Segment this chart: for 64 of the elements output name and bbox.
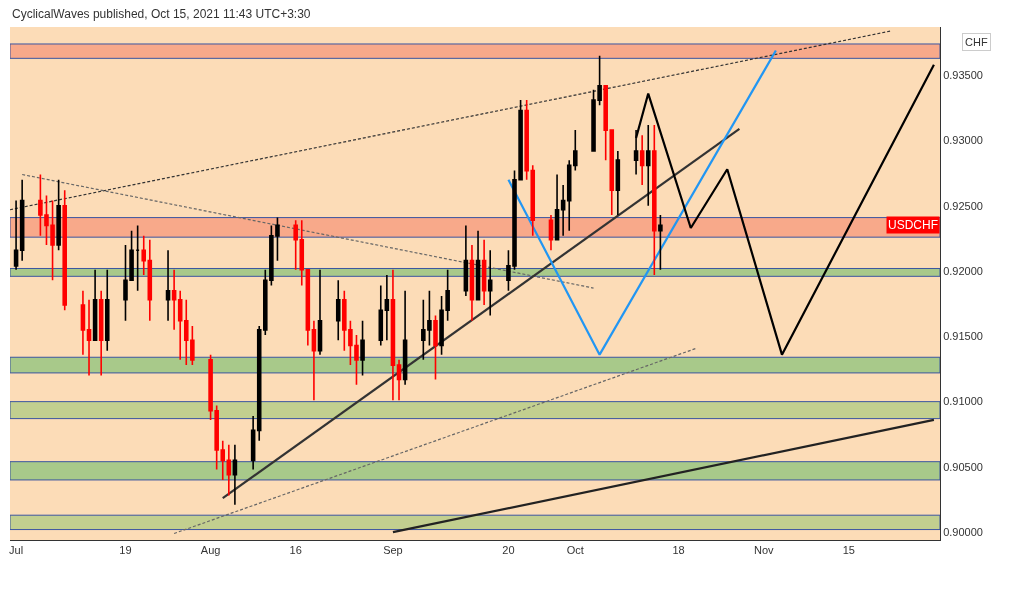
candlestick: [469, 244, 475, 322]
candlestick: [360, 319, 365, 377]
y-tick-label: 0.92500: [943, 199, 983, 212]
candlestick: [335, 279, 341, 342]
candlestick: [402, 289, 408, 386]
candlestick: [463, 224, 469, 297]
candlestick: [13, 199, 19, 271]
candlestick: [311, 319, 317, 402]
x-tick-label: 18: [672, 544, 685, 557]
candlestick: [645, 124, 651, 207]
candlestick: [86, 299, 92, 377]
x-tick-label: 15: [842, 544, 855, 557]
y-tick-label: 0.91500: [943, 330, 983, 343]
candlestick: [135, 224, 140, 292]
candlestick: [378, 284, 384, 347]
candlestick: [177, 289, 183, 361]
candlestick: [62, 189, 67, 312]
y-tick-label: 0.90000: [943, 526, 983, 539]
candlestick: [317, 268, 323, 356]
candlestick: [639, 134, 645, 186]
x-tick-label: Oct: [566, 544, 584, 557]
candlestick: [560, 184, 566, 237]
candlestick: [165, 249, 171, 322]
candlestick: [658, 214, 663, 271]
candlestick: [92, 268, 98, 342]
y-tick-label: 0.93000: [943, 134, 983, 147]
candlestick: [615, 150, 621, 216]
x-tick-label: 16: [289, 544, 302, 557]
candlestick: [171, 268, 177, 331]
candlestick: [652, 124, 657, 276]
candlestick: [384, 274, 390, 342]
candlestick: [104, 268, 110, 352]
candlestick: [80, 289, 86, 356]
candlestick: [19, 178, 25, 262]
y-axis-title: CHF: [965, 36, 988, 48]
y-tick-label: 0.92000: [943, 264, 983, 277]
candlestick: [548, 214, 554, 252]
candlestick: [433, 314, 438, 381]
candlestick: [390, 268, 396, 402]
candlestick: [487, 249, 493, 317]
candlestick: [232, 443, 238, 506]
candlestick: [56, 178, 61, 252]
candlestick: [141, 235, 147, 276]
y-tick-label: 0.93500: [943, 69, 983, 82]
candlestick: [226, 443, 232, 497]
candlestick: [250, 415, 256, 471]
text: CyclicalWaves published, Oct 15, 2021 11:43 UTC+3:30: [12, 7, 311, 21]
candlestick: [98, 289, 104, 377]
candlestick: [305, 268, 311, 347]
candlestick: [396, 359, 402, 402]
x-tick-label: Sep: [383, 544, 403, 557]
candlestick: [554, 173, 560, 241]
candlestick: [481, 238, 487, 306]
x-tick-label: Nov: [753, 544, 775, 557]
y-tick-label: 0.91000: [943, 395, 983, 408]
x-tick-label: Jul: [9, 544, 24, 557]
y-tick-label: 0.90500: [943, 460, 983, 473]
candlestick: [147, 238, 153, 322]
x-tick-label: 20: [502, 544, 515, 557]
annotation: USDCHF: [888, 218, 938, 232]
candlestick: [475, 229, 481, 301]
line-series: [634, 63, 936, 356]
x-tick-label: 19: [119, 544, 132, 557]
x-tick-label: Aug: [200, 544, 221, 557]
